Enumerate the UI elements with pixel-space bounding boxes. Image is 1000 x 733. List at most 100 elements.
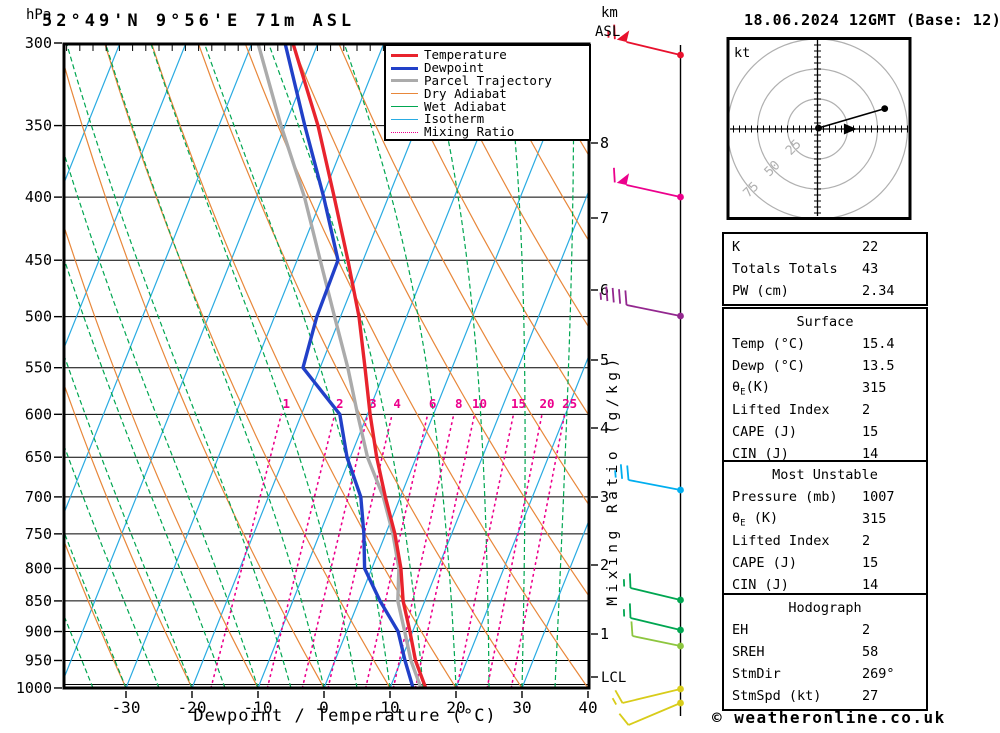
row-value: 2: [862, 533, 871, 549]
pressure-tick-label: 750: [25, 525, 52, 543]
table-hodograph: Hodograph EH 2 SREH 58 StmDir 269° StmSpd (kt) 2…: [722, 593, 928, 711]
km-tick-label: 1: [600, 625, 609, 643]
hodograph-unit-label: kt: [734, 45, 750, 61]
legend-item: Isotherm: [391, 113, 589, 126]
legend-item: Dry Adiabat: [391, 87, 589, 100]
table-row: Totals Totals 43: [724, 258, 926, 280]
table-row: Lifted Index 2: [724, 530, 926, 552]
table-row: Lifted Index 2: [724, 399, 926, 421]
row-label: K: [732, 239, 741, 255]
row-value: 15: [862, 555, 879, 571]
row-label: Pressure (mb): [732, 489, 838, 505]
table-row: Dewp (°C) 13.5: [724, 355, 926, 377]
row-value: 43: [862, 261, 879, 277]
mixing-ratio-value: 6: [429, 396, 437, 411]
legend-swatch: [391, 118, 418, 120]
mixing-ratio-value: 3: [369, 396, 377, 411]
row-label: PW (cm): [732, 283, 789, 299]
table-row: StmDir 269°: [724, 663, 926, 685]
pressure-tick-label: 900: [25, 623, 52, 641]
row-label: CAPE (J): [732, 555, 798, 571]
row-value: 2: [862, 402, 871, 418]
row-label: Dewp (°C): [732, 358, 806, 374]
temperature-tick-label: -10: [244, 698, 273, 717]
table-row: θE(K) 315: [724, 377, 926, 399]
wind-barb: [599, 286, 684, 320]
row-value: 315: [862, 511, 887, 527]
km-tick-label: 4: [600, 419, 609, 437]
row-value: 2.34: [862, 283, 895, 299]
table-row: StmSpd (kt) 27: [724, 685, 926, 707]
axis-ticks: [54, 42, 598, 698]
legend-item: Mixing Ratio: [391, 125, 589, 139]
pressure-axis-labels: 300 350 400 450 500 550 600 650 700 750 800 850 900 9…: [16, 34, 52, 697]
temperature-curve: [291, 44, 428, 687]
mixing-ratio-value: 20: [539, 396, 554, 411]
table-row: CIN (J) 14: [724, 443, 926, 465]
legend-label: Wet Adiabat: [424, 98, 507, 114]
mixing-ratio-lines: [210, 413, 566, 687]
wind-barb: [630, 621, 684, 650]
temperature-tick-label: 10: [380, 698, 399, 717]
temperature-tick-label: 20: [446, 698, 465, 717]
legend-swatch: [391, 106, 418, 108]
temperature-tick-label: 0: [319, 698, 329, 717]
mixing-ratio-value: 15: [511, 396, 526, 411]
row-label: Lifted Index: [732, 402, 830, 418]
table-row: CAPE (J) 15: [724, 552, 926, 574]
table-title: Hodograph: [788, 600, 862, 616]
pressure-tick-label: 800: [25, 559, 52, 577]
table-most-unstable: Most Unstable Pressure (mb) 1007 θE (K) 315 L…: [722, 460, 928, 600]
row-value: 2: [862, 622, 871, 638]
temperature-tick-label: 30: [512, 698, 531, 717]
row-label: Lifted Index: [732, 533, 830, 549]
row-value: 27: [862, 688, 879, 704]
pressure-tick-label: 350: [25, 117, 52, 135]
dry-adiabat-lines: [65, 44, 588, 687]
row-value: 15: [862, 424, 879, 440]
mixing-ratio-value: 4: [393, 396, 401, 411]
mixing-ratio-value: 25: [562, 396, 577, 411]
row-label: StmSpd (kt): [732, 688, 822, 704]
parcel-trajectory-curve: [256, 44, 423, 687]
row-value: 14: [862, 577, 879, 593]
km-tick-label: 2: [600, 556, 609, 574]
pressure-tick-label: 450: [25, 251, 52, 269]
legend-item: Wet Adiabat: [391, 100, 589, 113]
legend-label: Temperature: [424, 47, 507, 63]
table-row: Pressure (mb) 1007: [724, 486, 926, 508]
row-value: 15.4: [862, 336, 895, 352]
row-label: SREH: [732, 644, 765, 660]
legend-swatch: [391, 66, 418, 70]
pressure-tick-label: 300: [25, 34, 52, 52]
table-row: θE (K) 315: [724, 508, 926, 530]
row-value: 58: [862, 644, 879, 660]
row-label: EH: [732, 622, 749, 638]
temperature-axis-labels: -30 -20 -10 0 10 20 30 40: [112, 698, 598, 717]
row-label: Totals Totals: [732, 261, 838, 277]
wind-barb: [618, 699, 684, 726]
mixing-ratio-labels: 1 2 3 4 6 8 10 15 20 25: [283, 396, 578, 411]
dewpoint-curve: [283, 44, 415, 687]
legend-item: Dewpoint: [391, 61, 589, 75]
pressure-tick-label: 850: [25, 592, 52, 610]
pressure-tick-label: 500: [25, 308, 52, 326]
km-tick-label: 3: [600, 488, 609, 506]
legend: Temperature Dewpoint Parcel Trajectory Dry …: [384, 44, 591, 141]
km-tick-label: 6: [600, 281, 609, 299]
pressure-gridlines: [65, 42, 588, 689]
row-value: 315: [862, 380, 887, 396]
row-value: 269°: [862, 666, 895, 682]
legend-label: Parcel Trajectory: [424, 72, 552, 88]
legend-item: Temperature: [391, 49, 589, 62]
pressure-tick-label: 950: [25, 651, 52, 669]
table-row: PW (cm) 2.34: [724, 280, 926, 302]
wind-barbs: [599, 24, 684, 726]
legend-swatch: [391, 79, 418, 83]
table-row: CAPE (J) 15: [724, 421, 926, 443]
pressure-tick-label: 700: [25, 488, 52, 506]
km-tick-label: 5: [600, 351, 609, 369]
legend-swatch: [391, 131, 418, 133]
isotherm-lines: [65, 44, 588, 687]
